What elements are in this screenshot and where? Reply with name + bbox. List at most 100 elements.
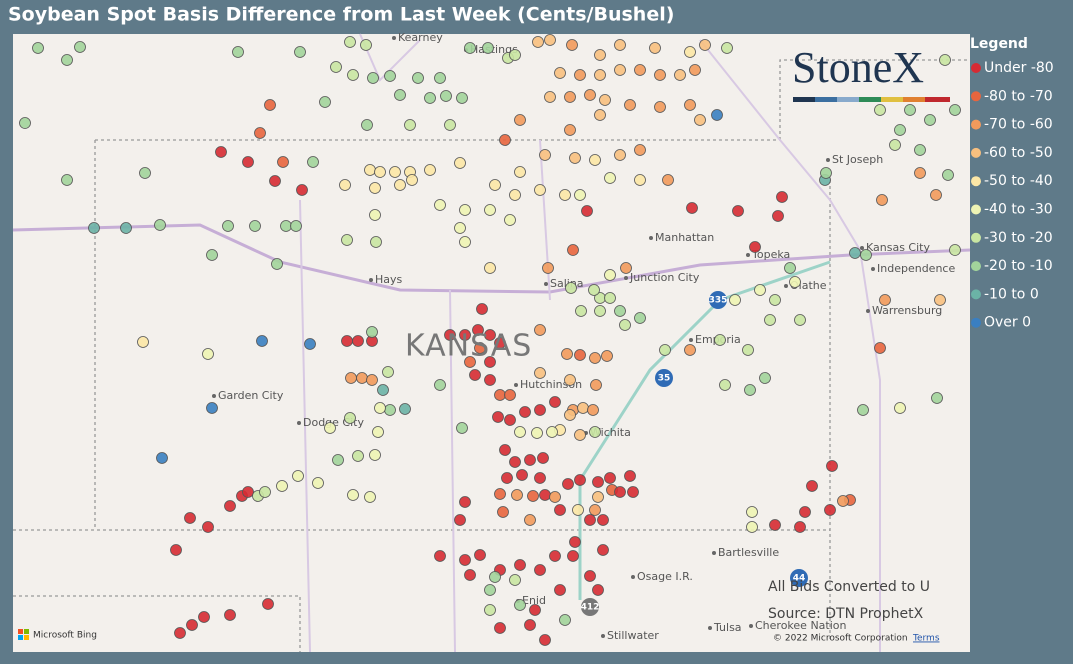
bid-point	[489, 179, 501, 191]
bid-point	[206, 249, 218, 261]
shield-label: 412	[581, 603, 600, 613]
bid-point	[264, 99, 276, 111]
bid-point	[440, 90, 452, 102]
bid-point	[307, 156, 319, 168]
bid-point	[19, 117, 31, 129]
bid-point	[259, 486, 271, 498]
bid-point	[659, 344, 671, 356]
place-label: Bartlesville	[718, 546, 779, 559]
bid-point	[367, 72, 379, 84]
bid-point	[567, 244, 579, 256]
bid-point	[369, 182, 381, 194]
bid-point	[588, 284, 600, 296]
bid-point	[364, 491, 376, 503]
bid-point	[554, 67, 566, 79]
bid-point	[549, 491, 561, 503]
bid-point	[32, 42, 44, 54]
bid-point	[627, 486, 639, 498]
place-dot	[746, 253, 750, 257]
bid-point	[202, 521, 214, 533]
bid-point	[347, 489, 359, 501]
bid-point	[711, 109, 723, 121]
bid-point	[874, 104, 886, 116]
bid-point	[222, 220, 234, 232]
place-dot	[826, 158, 830, 162]
bid-point	[549, 550, 561, 562]
bid-point	[754, 284, 766, 296]
bid-point	[504, 389, 516, 401]
bid-point	[544, 91, 556, 103]
bid-point	[584, 570, 596, 582]
bid-point	[454, 222, 466, 234]
bid-point	[504, 214, 516, 226]
bid-point	[889, 139, 901, 151]
bid-point	[562, 478, 574, 490]
bid-point	[729, 294, 741, 306]
bid-point	[589, 352, 601, 364]
bid-point	[384, 70, 396, 82]
bid-point	[689, 64, 701, 76]
bid-point	[454, 157, 466, 169]
bid-point	[719, 379, 731, 391]
bid-point	[492, 411, 504, 423]
bid-point	[170, 544, 182, 556]
bid-point	[566, 39, 578, 51]
place-label: St Joseph	[832, 153, 883, 166]
bid-point	[574, 474, 586, 486]
bid-point	[444, 329, 456, 341]
bid-point	[434, 199, 446, 211]
place-dot	[708, 626, 712, 630]
bid-point	[290, 220, 302, 232]
bid-point	[575, 305, 587, 317]
bid-point	[424, 164, 436, 176]
bid-point	[589, 426, 601, 438]
bid-point	[589, 154, 601, 166]
bid-point	[857, 404, 869, 416]
place-dot	[784, 284, 788, 288]
place-dot	[749, 624, 753, 628]
bid-point	[494, 337, 506, 349]
bid-point	[389, 166, 401, 178]
terms-link[interactable]: Terms	[912, 634, 940, 644]
bid-point	[634, 144, 646, 156]
bid-point	[202, 348, 214, 360]
bid-point	[597, 544, 609, 556]
bid-point	[198, 611, 210, 623]
bid-point	[511, 489, 523, 501]
bid-point	[539, 634, 551, 646]
bid-point	[374, 402, 386, 414]
shield-label: 335	[709, 296, 728, 306]
bid-point	[874, 342, 886, 354]
bid-point	[772, 210, 784, 222]
bid-point	[527, 490, 539, 502]
bid-point	[154, 219, 166, 231]
bid-point	[534, 472, 546, 484]
bid-point	[494, 622, 506, 634]
bid-point	[509, 189, 521, 201]
legend-label: -80 to -70	[984, 88, 1053, 104]
bid-point	[394, 89, 406, 101]
bid-point	[504, 414, 516, 426]
legend-label: -50 to -40	[984, 173, 1053, 189]
bid-point	[939, 54, 951, 66]
legend-marker	[971, 119, 981, 130]
place-dot	[871, 267, 875, 271]
bid-point	[572, 504, 584, 516]
bid-point	[454, 514, 466, 526]
place-dot	[866, 309, 870, 313]
place-dot	[649, 236, 653, 240]
place-dot	[860, 246, 864, 250]
shield-label: 44	[793, 574, 806, 584]
bid-point	[352, 450, 364, 462]
legend-label: Over 0	[984, 315, 1031, 331]
place-dot	[631, 575, 635, 579]
bid-point	[759, 372, 771, 384]
bid-point	[554, 504, 566, 516]
bid-point	[360, 39, 372, 51]
legend-label: -30 to -20	[984, 230, 1053, 246]
bid-point	[614, 305, 626, 317]
bid-point	[319, 96, 331, 108]
bid-point	[624, 99, 636, 111]
legend-marker	[971, 261, 981, 272]
